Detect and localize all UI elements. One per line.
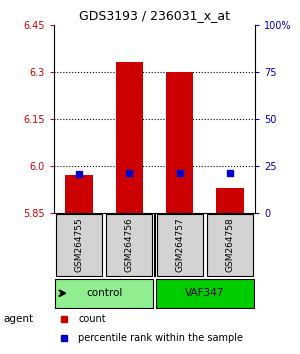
FancyBboxPatch shape <box>207 214 253 276</box>
Bar <box>65 175 93 213</box>
Bar <box>216 188 244 213</box>
Bar <box>116 62 143 213</box>
Text: GSM264757: GSM264757 <box>175 218 184 272</box>
Text: agent: agent <box>3 314 33 324</box>
Text: VAF347: VAF347 <box>185 288 224 298</box>
FancyBboxPatch shape <box>106 214 152 276</box>
Title: GDS3193 / 236031_x_at: GDS3193 / 236031_x_at <box>79 9 230 22</box>
FancyBboxPatch shape <box>55 279 154 308</box>
Text: GSM264756: GSM264756 <box>125 218 134 272</box>
Bar <box>166 72 194 213</box>
Text: control: control <box>86 288 122 298</box>
Text: GSM264758: GSM264758 <box>225 218 234 272</box>
Text: count: count <box>78 314 106 324</box>
FancyBboxPatch shape <box>157 214 203 276</box>
FancyBboxPatch shape <box>56 214 102 276</box>
FancyBboxPatch shape <box>155 279 254 308</box>
Text: percentile rank within the sample: percentile rank within the sample <box>78 332 243 343</box>
Text: GSM264755: GSM264755 <box>75 218 84 272</box>
